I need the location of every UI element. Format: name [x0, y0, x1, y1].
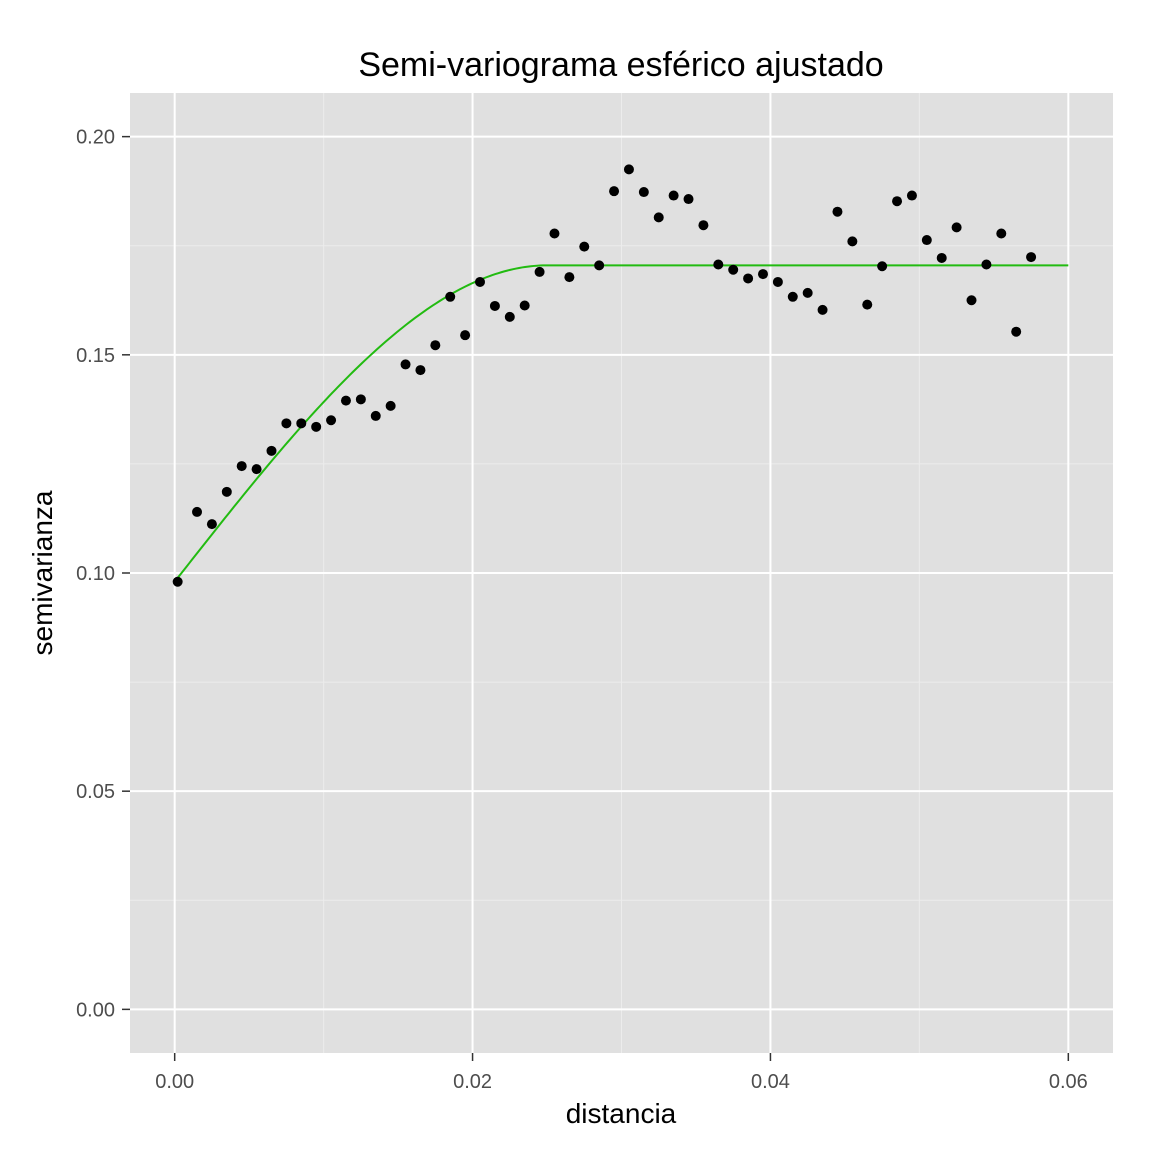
data-point — [206, 519, 217, 530]
y-tick-label: 0.20 — [76, 127, 115, 149]
x-axis-title: distancia — [566, 1098, 677, 1129]
data-point — [877, 261, 888, 272]
data-point — [653, 212, 664, 223]
data-points — [172, 164, 1037, 587]
data-point — [594, 260, 605, 271]
data-point — [445, 291, 456, 302]
data-point — [475, 276, 486, 287]
data-point — [728, 264, 739, 275]
data-point — [996, 228, 1007, 239]
data-point — [966, 295, 977, 306]
data-point — [817, 304, 828, 315]
data-point — [832, 206, 843, 217]
data-point — [236, 461, 247, 472]
data-point — [430, 340, 441, 351]
data-point — [172, 576, 183, 587]
fitted-spherical-curve — [176, 264, 1069, 579]
data-point — [251, 464, 262, 475]
y-axis: 0.00 0.05 0.10 0.15 0.20 — [76, 127, 130, 1021]
data-point — [757, 269, 768, 280]
chart-title: Semi-variograma esférico ajustado — [358, 46, 883, 84]
data-point — [400, 359, 411, 370]
x-axis: 0.00 0.02 0.04 0.06 — [155, 1053, 1088, 1093]
data-point — [192, 506, 203, 517]
y-tick-label: 0.10 — [76, 563, 115, 585]
y-tick-label: 0.15 — [76, 345, 115, 367]
data-point — [981, 259, 992, 270]
y-axis-title: semivarianza — [27, 490, 58, 655]
data-point — [340, 395, 351, 406]
data-point — [311, 421, 322, 432]
data-point — [683, 194, 694, 205]
data-point — [623, 164, 634, 175]
y-tick-label: 0.00 — [76, 999, 115, 1021]
data-point — [489, 300, 500, 311]
data-point — [385, 400, 396, 411]
data-point — [1026, 252, 1037, 263]
data-point — [921, 235, 932, 246]
x-tick-label: 0.04 — [751, 1071, 790, 1093]
data-point — [936, 252, 947, 263]
data-point — [370, 410, 381, 421]
data-point — [713, 259, 724, 270]
data-point — [266, 445, 277, 456]
data-point — [787, 291, 798, 302]
major-gridlines — [130, 93, 1113, 1053]
data-point — [847, 236, 858, 247]
data-point — [802, 287, 813, 298]
data-point — [415, 365, 426, 376]
data-point — [564, 272, 575, 283]
data-point — [638, 187, 649, 198]
x-tick-label: 0.06 — [1049, 1071, 1088, 1093]
data-point — [519, 300, 530, 311]
data-point — [668, 190, 679, 201]
data-point — [221, 486, 232, 497]
data-point — [296, 418, 307, 429]
data-point — [951, 222, 962, 233]
data-point — [906, 190, 917, 201]
data-point — [534, 266, 545, 277]
x-tick-label: 0.00 — [155, 1071, 194, 1093]
data-point — [609, 186, 620, 197]
data-point — [579, 241, 590, 252]
y-tick-label: 0.05 — [76, 781, 115, 803]
data-point — [326, 415, 337, 426]
data-point — [743, 273, 754, 284]
data-point — [862, 299, 873, 310]
x-tick-label: 0.02 — [453, 1071, 492, 1093]
data-point — [355, 394, 366, 405]
data-point — [698, 220, 709, 231]
data-point — [281, 418, 292, 429]
data-point — [460, 330, 471, 341]
data-point — [1011, 326, 1022, 337]
data-point — [504, 311, 515, 322]
data-point — [549, 228, 560, 239]
data-point — [892, 196, 903, 207]
data-point — [772, 276, 783, 287]
